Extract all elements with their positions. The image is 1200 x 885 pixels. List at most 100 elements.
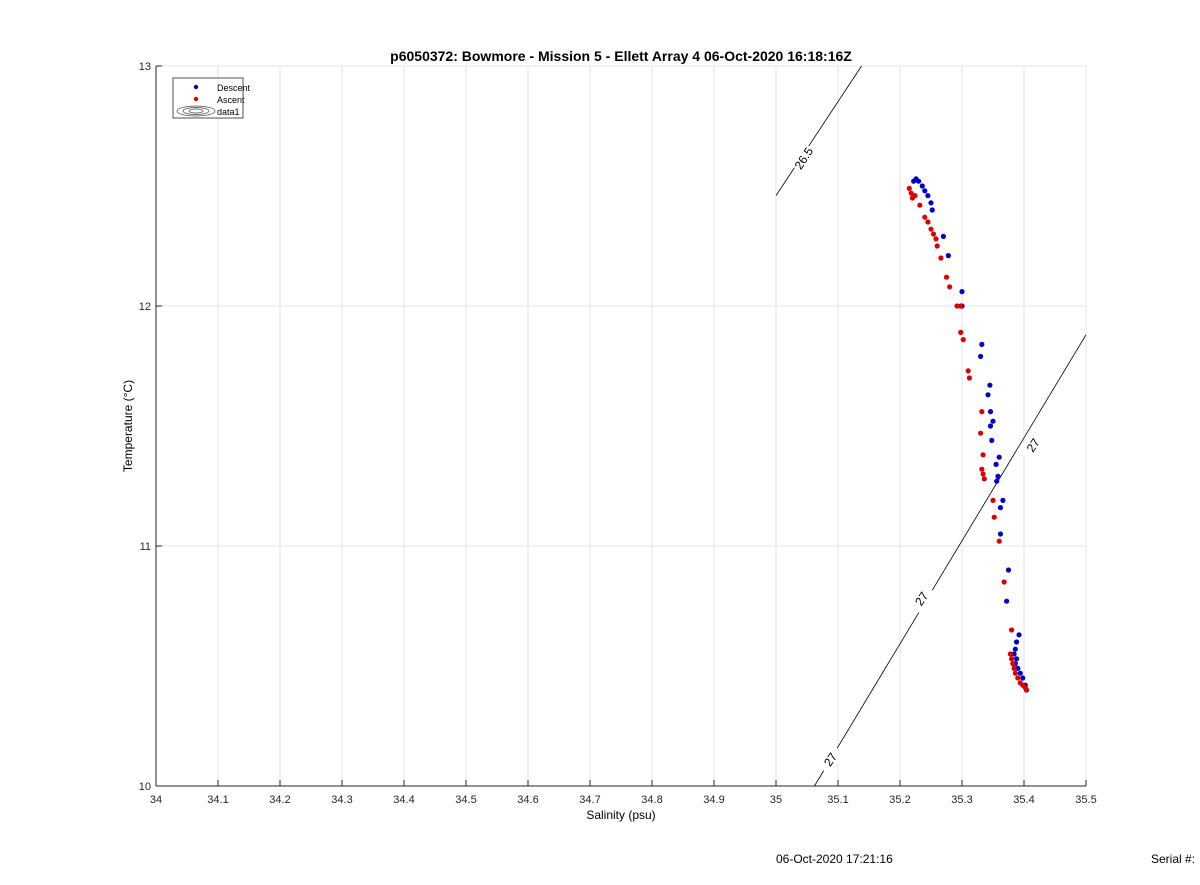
descent-point: [997, 531, 1004, 537]
y-tick-label: 13: [139, 61, 151, 73]
descent-point: [1012, 646, 1018, 652]
ascent-point: [925, 219, 931, 225]
ascent-point: [979, 466, 985, 472]
ascent-point: [991, 514, 997, 520]
ascent-point: [912, 193, 918, 199]
ascent-point: [960, 337, 966, 343]
ascent-point: [1009, 656, 1015, 662]
x-tick-label: 34.5: [455, 794, 476, 806]
ascent-point: [965, 368, 971, 374]
x-tick-label: 35.2: [889, 794, 910, 806]
footer-serial-label: Serial #:: [1151, 852, 1196, 866]
ascent-point: [980, 452, 986, 458]
x-tick-label: 34.6: [517, 794, 538, 806]
ascent-point: [947, 284, 953, 290]
descent-point: [1011, 651, 1017, 657]
ascent-point: [934, 243, 940, 249]
descent-point: [995, 473, 1001, 479]
ascent-point: [954, 303, 960, 309]
ascent-point: [1009, 627, 1015, 633]
contour-label-gap: [1019, 429, 1048, 461]
ascent-point: [1012, 670, 1018, 676]
descent-point: [925, 193, 931, 199]
descent-point: [945, 253, 951, 259]
legend-label: Ascent: [217, 95, 245, 105]
ascent-point: [922, 214, 928, 220]
x-tick-label: 35.3: [951, 794, 972, 806]
descent-point: [994, 478, 1000, 484]
chart-title: p6050372: Bowmore - Mission 5 - Ellett A…: [390, 48, 852, 64]
x-tick-label: 35: [770, 794, 782, 806]
legend-contour-icon: [182, 107, 210, 115]
descent-point: [997, 505, 1004, 511]
density-contour-line: [814, 334, 1087, 787]
ascent-point: [990, 497, 996, 503]
ascent-point: [933, 236, 939, 242]
descent-point: [985, 392, 991, 398]
x-tick-label: 34.1: [207, 794, 228, 806]
descent-point: [928, 200, 934, 206]
footer-timestamp: 06-Oct-2020 17:21:16: [776, 852, 893, 866]
x-axis-label: Salinity (psu): [586, 808, 655, 822]
descent-point: [979, 341, 985, 347]
descent-point: [1015, 665, 1021, 672]
legend-marker: [193, 96, 199, 102]
ascent-point: [1010, 661, 1016, 667]
ascent-point: [980, 471, 986, 477]
descent-point: [922, 188, 928, 194]
descent-point: [1000, 497, 1006, 503]
contour-label-gap: [907, 583, 936, 615]
x-tick-label: 34.2: [269, 794, 290, 806]
descent-point: [940, 233, 947, 239]
y-tick-label: 11: [140, 541, 151, 553]
legend-marker: [193, 84, 199, 90]
descent-point: [993, 461, 999, 467]
ascent-point: [1023, 687, 1030, 693]
x-tick-label: 35.4: [1013, 794, 1034, 806]
ascent-point: [908, 190, 914, 196]
y-tick-label: 12: [139, 301, 151, 313]
descent-point: [1004, 598, 1010, 604]
descent-point: [919, 183, 925, 189]
descent-point: [1017, 670, 1023, 676]
y-axis-label: Temperature (°C): [121, 380, 135, 472]
descent-point: [916, 178, 922, 184]
x-tick-label: 34.8: [641, 794, 662, 806]
x-tick-label: 34.7: [579, 794, 600, 806]
descent-point: [987, 382, 993, 388]
ascent-point: [981, 476, 987, 482]
descent-point: [1020, 675, 1026, 681]
ascent-point: [978, 430, 984, 436]
legend-label: data1: [217, 107, 240, 117]
x-tick-label: 34.4: [393, 794, 414, 806]
y-tick-label: 10: [139, 781, 151, 793]
ascent-point: [930, 231, 937, 237]
descent-point: [1013, 656, 1020, 662]
x-tick-label: 35.5: [1075, 794, 1096, 806]
legend-contour-icon: [176, 105, 216, 117]
descent-point: [989, 437, 995, 443]
density-contour-line: [775, 65, 862, 196]
ascent-point: [996, 538, 1002, 544]
ascent-point: [958, 303, 964, 309]
x-tick-label: 35.1: [827, 794, 848, 806]
ascent-point: [1007, 651, 1013, 657]
x-tick-label: 34: [150, 794, 162, 806]
contour-label-gap: [790, 143, 818, 174]
descent-point: [1005, 567, 1012, 573]
contour-label-gap: [816, 744, 845, 775]
ascent-point: [943, 274, 950, 280]
descent-point: [1013, 639, 1020, 645]
ascent-point: [1015, 675, 1021, 681]
ascent-point: [938, 255, 944, 261]
descent-point: [1016, 632, 1022, 638]
descent-point: [929, 207, 935, 213]
ascent-point: [966, 375, 973, 381]
x-tick-label: 34.3: [331, 794, 352, 806]
ascent-point: [1001, 579, 1007, 585]
descent-point: [996, 454, 1002, 460]
ascent-point: [958, 329, 964, 335]
ascent-point: [906, 185, 912, 191]
descent-point: [959, 289, 965, 295]
